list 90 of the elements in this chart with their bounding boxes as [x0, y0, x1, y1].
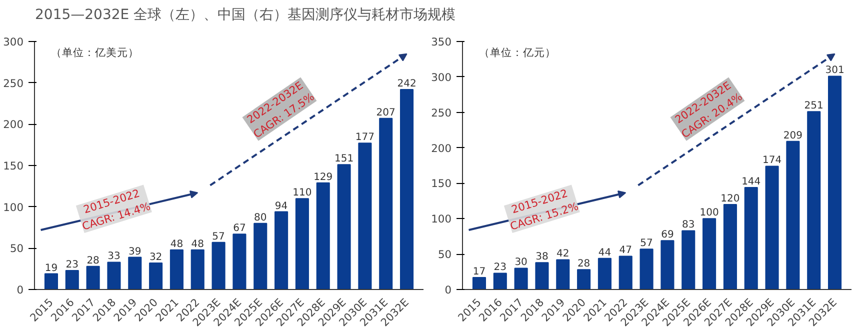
y-tick-label: 200: [431, 142, 452, 155]
data-label: 44: [598, 247, 612, 258]
data-label: 28: [577, 258, 590, 270]
y-tick-label: 250: [3, 76, 24, 90]
bar: [765, 166, 779, 290]
bar: [702, 218, 716, 290]
data-label: 207: [376, 107, 396, 118]
bar: [149, 262, 163, 290]
data-label: 48: [191, 238, 204, 250]
data-label: 110: [292, 188, 312, 199]
y-tick-label: 150: [3, 160, 24, 172]
data-label: 42: [556, 248, 570, 260]
bar: [660, 240, 674, 290]
data-label: 301: [825, 65, 844, 76]
data-label: 67: [233, 223, 246, 234]
y-tick-label: 250: [431, 106, 452, 120]
data-label: 151: [334, 154, 354, 165]
data-label: 57: [640, 238, 653, 250]
data-label: 17: [472, 266, 486, 278]
y-tick-label: 0: [444, 284, 452, 296]
bar: [65, 270, 79, 290]
data-label: 33: [108, 251, 120, 262]
data-label: 30: [514, 257, 528, 268]
bar: [807, 111, 821, 290]
bar: [682, 230, 696, 290]
bar: [44, 273, 58, 290]
bar: [274, 211, 288, 290]
bar: [400, 88, 414, 290]
bar: [598, 258, 612, 290]
data-label: 28: [86, 255, 100, 266]
bar: [212, 242, 226, 290]
y-tick-label: 350: [431, 36, 452, 48]
bar: [254, 222, 268, 290]
bar: [556, 259, 570, 290]
data-label: 32: [149, 252, 162, 264]
data-label: 69: [661, 230, 674, 241]
data-label: 120: [720, 193, 740, 204]
bar: [316, 182, 330, 290]
y-tick-label: 0: [16, 284, 24, 296]
data-label: 144: [742, 176, 761, 188]
bar: [128, 256, 142, 290]
data-label: 177: [355, 132, 374, 144]
bar: [493, 272, 507, 290]
y-tick-label: 50: [438, 248, 452, 262]
y-tick-label: 100: [3, 200, 24, 214]
data-label: 100: [700, 208, 719, 219]
annotation: （单位：亿元）: [479, 46, 556, 59]
data-label: 39: [128, 246, 142, 258]
data-label: 57: [212, 231, 225, 242]
bar: [86, 266, 100, 290]
bar: [337, 164, 351, 290]
annotation: （单位：亿美元）: [51, 46, 140, 59]
bar: [618, 256, 632, 290]
y-tick-label: 300: [431, 70, 452, 84]
data-label: 38: [536, 252, 548, 263]
y-tick-label: 200: [3, 118, 24, 132]
data-label: 174: [762, 155, 782, 166]
data-label: 48: [170, 238, 184, 250]
y-tick-label: 300: [3, 36, 24, 48]
y-tick-label: 50: [10, 242, 24, 256]
bar: [379, 118, 393, 290]
bar: [295, 198, 309, 290]
bar: [744, 186, 758, 290]
data-label: 47: [619, 245, 632, 256]
bar: [170, 249, 184, 290]
bar: [640, 248, 654, 290]
data-label: 251: [804, 100, 824, 112]
data-label: 242: [397, 78, 416, 90]
data-label: 83: [682, 220, 695, 231]
bar: [190, 249, 204, 290]
bar: [828, 76, 842, 290]
bar: [514, 268, 528, 290]
bar: [232, 234, 246, 290]
data-label: 80: [254, 212, 267, 224]
bar: [358, 142, 372, 290]
data-label: 129: [314, 172, 333, 183]
data-label: 23: [66, 259, 79, 270]
data-label: 19: [44, 262, 58, 274]
bar: [723, 204, 737, 290]
data-label: 94: [274, 200, 288, 212]
bar: [577, 269, 591, 290]
data-label: 23: [494, 262, 507, 274]
data-label: 209: [783, 130, 802, 142]
chart-title: 2015—2032E 全球（左）、中国（右）基因测序仪与耗材市场规模: [35, 6, 456, 25]
y-tick-label: 150: [431, 177, 452, 190]
y-tick-label: 100: [431, 212, 452, 226]
bar: [472, 276, 486, 290]
bar: [535, 262, 549, 290]
bar: [786, 140, 800, 290]
bar: [107, 262, 121, 290]
